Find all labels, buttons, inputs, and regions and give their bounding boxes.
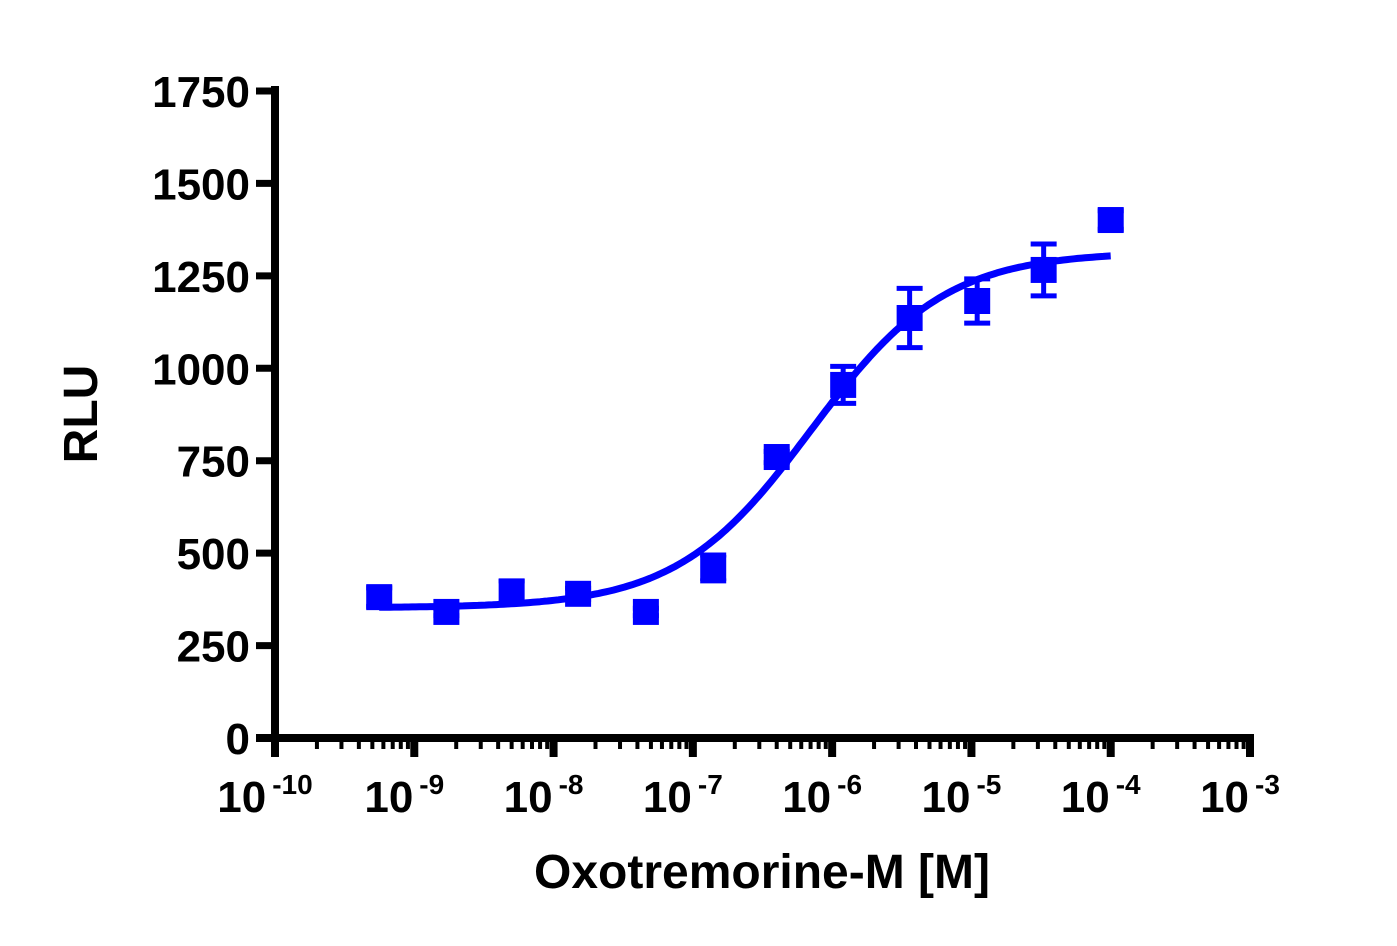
data-point-square [896,305,923,332]
data-point-square [366,584,393,611]
data-point-square [700,554,727,581]
x-tick-label: 10 -5 [921,769,1001,822]
x-tick-label: 10 -8 [504,769,584,822]
data-point-square [763,444,790,471]
x-axis-ticks: 10 -10 10 -9 10 -8 10 -7 10 -6 10 -5 10 -4 10 -3 [217,738,1280,822]
x-tick-label: 10 -3 [1200,769,1280,822]
y-tick-label: 1250 [152,253,250,302]
y-tick-label: 500 [177,530,250,579]
x-tick-label: 10 -6 [782,769,862,822]
y-tick-label: 250 [177,623,250,672]
x-tick-label: 10 -7 [643,769,723,822]
data-point-square [498,578,525,605]
data-point-square [565,580,592,607]
data-point-square [830,371,857,398]
y-tick-label: 750 [177,438,250,487]
x-tick-label: 10 -9 [364,769,444,822]
data-point-square [632,598,659,625]
x-tick-label: 10 -10 [217,769,312,822]
y-axis-ticks: 0 250 500 750 1000 1250 1500 1750 [152,68,275,764]
data-point-square [1097,207,1124,234]
y-tick-label: 1750 [152,68,250,117]
data-point-square [1030,256,1057,283]
fit-line [379,252,1111,611]
y-tick-label: 1500 [152,160,250,209]
fit-curve [379,252,1111,611]
y-tick-label: 0 [226,715,250,764]
data-point-square [964,287,991,314]
y-axis-title: RLU [55,365,108,464]
y-tick-label: 1000 [152,345,250,394]
x-tick-label: 10 -4 [1061,769,1141,822]
data-point-square [433,598,460,625]
data-points [366,207,1124,625]
x-axis-title: Oxotremorine-M [M] [534,846,990,899]
